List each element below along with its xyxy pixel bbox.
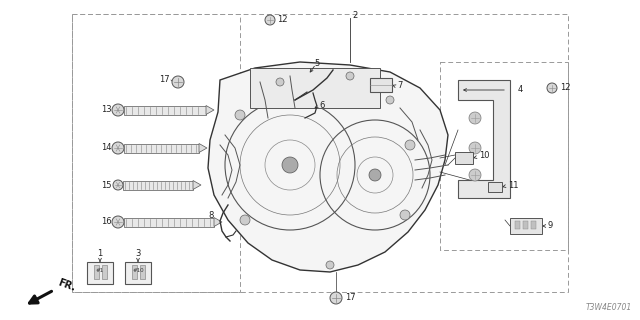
Circle shape bbox=[400, 210, 410, 220]
Circle shape bbox=[369, 169, 381, 181]
Polygon shape bbox=[458, 80, 510, 198]
Polygon shape bbox=[206, 106, 214, 115]
Circle shape bbox=[112, 216, 124, 228]
Text: 13: 13 bbox=[101, 106, 112, 115]
Text: 12: 12 bbox=[560, 84, 570, 92]
Circle shape bbox=[346, 72, 354, 80]
Circle shape bbox=[282, 157, 298, 173]
Bar bbox=[370, 78, 392, 92]
Circle shape bbox=[469, 169, 481, 181]
Circle shape bbox=[113, 180, 123, 190]
Bar bbox=[488, 182, 502, 192]
Bar bbox=[132, 265, 137, 279]
Circle shape bbox=[469, 112, 481, 124]
Text: 17: 17 bbox=[159, 76, 170, 84]
Bar bbox=[124, 218, 214, 227]
Bar bbox=[125, 262, 151, 284]
Text: 10: 10 bbox=[479, 151, 490, 161]
Text: 1: 1 bbox=[97, 249, 102, 258]
Bar bbox=[523, 221, 528, 229]
Text: T3W4E0701: T3W4E0701 bbox=[586, 303, 632, 312]
Circle shape bbox=[240, 215, 250, 225]
Text: FR.: FR. bbox=[56, 277, 76, 293]
Text: 6: 6 bbox=[319, 101, 324, 110]
Text: #1: #1 bbox=[96, 268, 104, 274]
Text: 16: 16 bbox=[101, 218, 112, 227]
Text: 3: 3 bbox=[135, 249, 141, 258]
Bar bbox=[531, 221, 536, 229]
Bar bbox=[94, 265, 99, 279]
Text: 11: 11 bbox=[508, 180, 518, 189]
Polygon shape bbox=[193, 180, 201, 189]
Bar bbox=[87, 262, 113, 284]
Text: 15: 15 bbox=[102, 180, 112, 189]
Circle shape bbox=[276, 78, 284, 86]
Circle shape bbox=[326, 261, 334, 269]
Bar bbox=[123, 180, 193, 189]
Text: 2: 2 bbox=[352, 11, 357, 20]
Circle shape bbox=[172, 76, 184, 88]
Bar bbox=[124, 143, 199, 153]
Bar bbox=[515, 221, 520, 229]
Circle shape bbox=[405, 140, 415, 150]
Circle shape bbox=[386, 96, 394, 104]
Text: #10: #10 bbox=[132, 268, 144, 274]
Bar bbox=[250, 68, 380, 108]
Polygon shape bbox=[214, 218, 222, 227]
Circle shape bbox=[112, 142, 124, 154]
Polygon shape bbox=[199, 143, 207, 153]
Circle shape bbox=[235, 110, 245, 120]
Text: 8: 8 bbox=[209, 211, 214, 220]
Text: 12: 12 bbox=[277, 15, 287, 25]
Circle shape bbox=[265, 15, 275, 25]
Polygon shape bbox=[208, 62, 448, 272]
Circle shape bbox=[547, 83, 557, 93]
Circle shape bbox=[469, 142, 481, 154]
Bar bbox=[455, 152, 473, 164]
Text: 7: 7 bbox=[397, 81, 403, 90]
Text: 5: 5 bbox=[314, 60, 319, 68]
Bar bbox=[102, 265, 107, 279]
Circle shape bbox=[112, 104, 124, 116]
Circle shape bbox=[330, 292, 342, 304]
Bar bbox=[510, 218, 542, 234]
Text: 17: 17 bbox=[345, 293, 356, 302]
Bar bbox=[124, 106, 206, 115]
Bar bbox=[140, 265, 145, 279]
Text: 4: 4 bbox=[518, 85, 524, 94]
Text: 14: 14 bbox=[102, 143, 112, 153]
Text: 9: 9 bbox=[548, 221, 553, 230]
